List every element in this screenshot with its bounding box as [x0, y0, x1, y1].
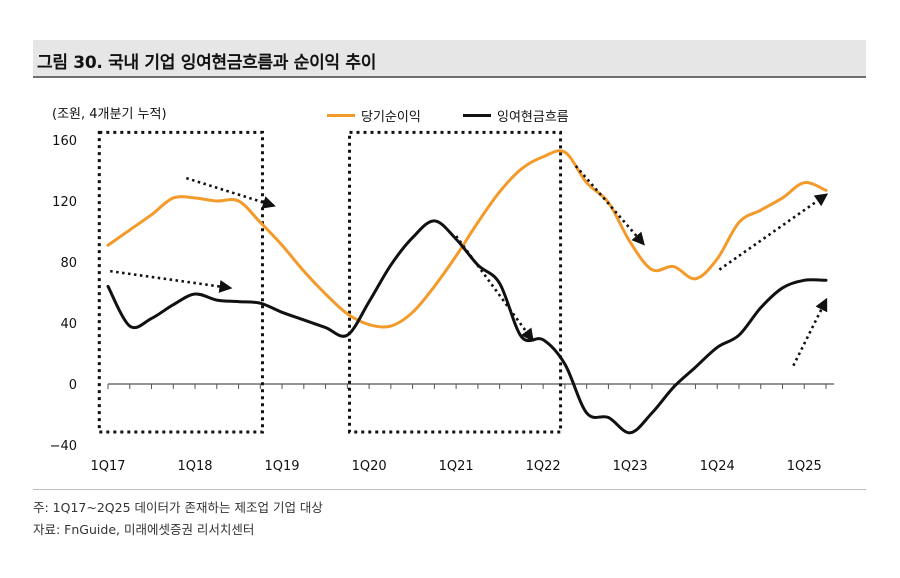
footer-divider — [33, 489, 866, 490]
y-tick-label: 40 — [60, 317, 77, 332]
x-tick-label: 1Q25 — [787, 459, 822, 474]
y-tick-label: 0 — [69, 378, 77, 393]
trend-arrow — [718, 193, 829, 271]
highlight-box-2020-2022 — [348, 130, 563, 434]
footnote: 주: 1Q17~2Q25 데이터가 존재하는 제조업 기업 대상 — [33, 500, 323, 515]
y-tick-label: 120 — [52, 195, 77, 210]
highlight-box-2017-2019 — [97, 130, 264, 434]
x-tick-label: 1Q24 — [700, 459, 735, 474]
figure-title-bar: 그림 30. 국내 기업 잉여현금흐름과 순이익 추이 — [33, 40, 866, 78]
x-tick-label: 1Q22 — [526, 459, 561, 474]
trend-arrow — [574, 165, 645, 246]
x-tick-label: 1Q23 — [613, 459, 648, 474]
legend-item-fcf: 잉여현금흐름 — [463, 106, 569, 125]
y-tick-label: 80 — [60, 256, 77, 271]
figure-title: 그림 30. 국내 기업 잉여현금흐름과 순이익 추이 — [37, 53, 377, 73]
trend-arrow — [455, 235, 534, 342]
source-note: 자료: FnGuide, 미래에셋증권 리서치센터 — [33, 522, 255, 537]
legend-swatch-fcf — [463, 114, 491, 117]
x-tick-label: 1Q20 — [352, 459, 387, 474]
legend-item-net-income: 당기순이익 — [327, 106, 421, 125]
legend-swatch-net-income — [327, 114, 355, 117]
x-tick-label: 1Q18 — [178, 459, 213, 474]
x-tick-label: 1Q19 — [265, 459, 300, 474]
x-tick-label: 1Q21 — [439, 459, 474, 474]
y-tick-label: −40 — [50, 439, 77, 454]
trend-arrow — [792, 297, 828, 367]
x-tick-label: 1Q17 — [90, 459, 125, 474]
unit-label: (조원, 4개분기 누적) — [52, 107, 167, 122]
series-line-net-income — [106, 149, 828, 329]
trend-arrow — [109, 269, 233, 293]
trend-arrow — [185, 176, 276, 209]
legend-label-net-income: 당기순이익 — [361, 110, 421, 125]
y-tick-label: 160 — [52, 134, 77, 149]
legend-label-fcf: 잉여현금흐름 — [497, 110, 569, 125]
